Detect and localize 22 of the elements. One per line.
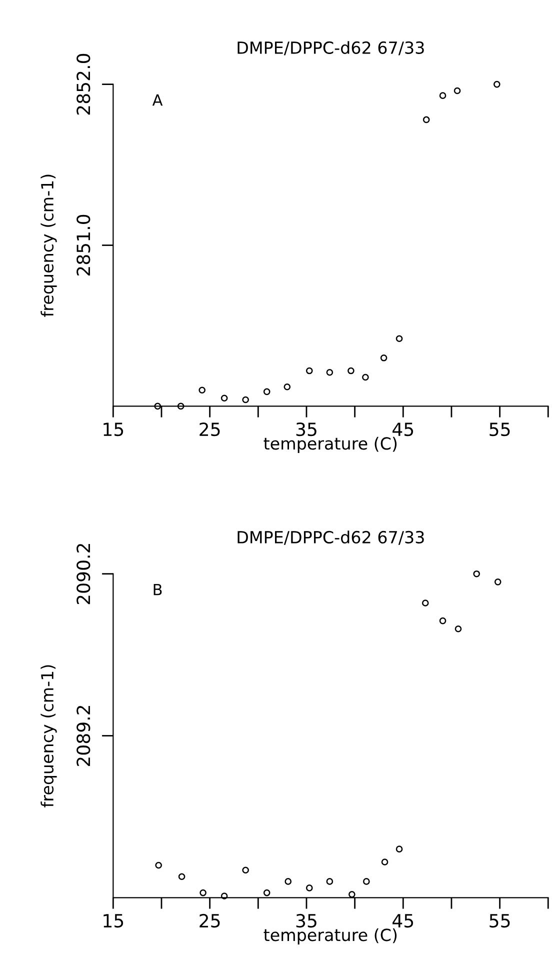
y-tick-label: 2852.0 — [76, 54, 90, 115]
x-tick-label: 15 — [104, 422, 124, 436]
y-tick-label: 2089.2 — [76, 706, 90, 766]
x-axis-title: temperature (C) — [264, 928, 397, 944]
x-tick-label: 35 — [296, 914, 316, 928]
x-tick-label: 45 — [392, 422, 414, 436]
chart-title: DMPE/DPPC-d62 67/33 — [238, 530, 424, 545]
y-axis-title: frequency (cm-1) — [40, 665, 57, 808]
y-tick-label: 2090.2 — [76, 544, 90, 604]
y-tick-label: 2851.0 — [76, 214, 90, 276]
annotation: B — [154, 584, 162, 596]
annotation: A — [152, 94, 163, 106]
x-tick-label: 25 — [200, 422, 220, 436]
y-axis-title: frequency (cm-1) — [40, 174, 57, 317]
chart-title: DMPE/DPPC-d62 67/33 — [238, 41, 424, 56]
x-tick-label: 35 — [296, 422, 316, 436]
x-tick-label: 55 — [490, 914, 510, 928]
x-tick-label: 25 — [200, 914, 220, 928]
x-tick-label: 45 — [392, 914, 414, 928]
x-axis-title: temperature (C) — [264, 436, 397, 453]
x-tick-label: 55 — [490, 422, 510, 436]
x-tick-label: 15 — [104, 914, 124, 928]
